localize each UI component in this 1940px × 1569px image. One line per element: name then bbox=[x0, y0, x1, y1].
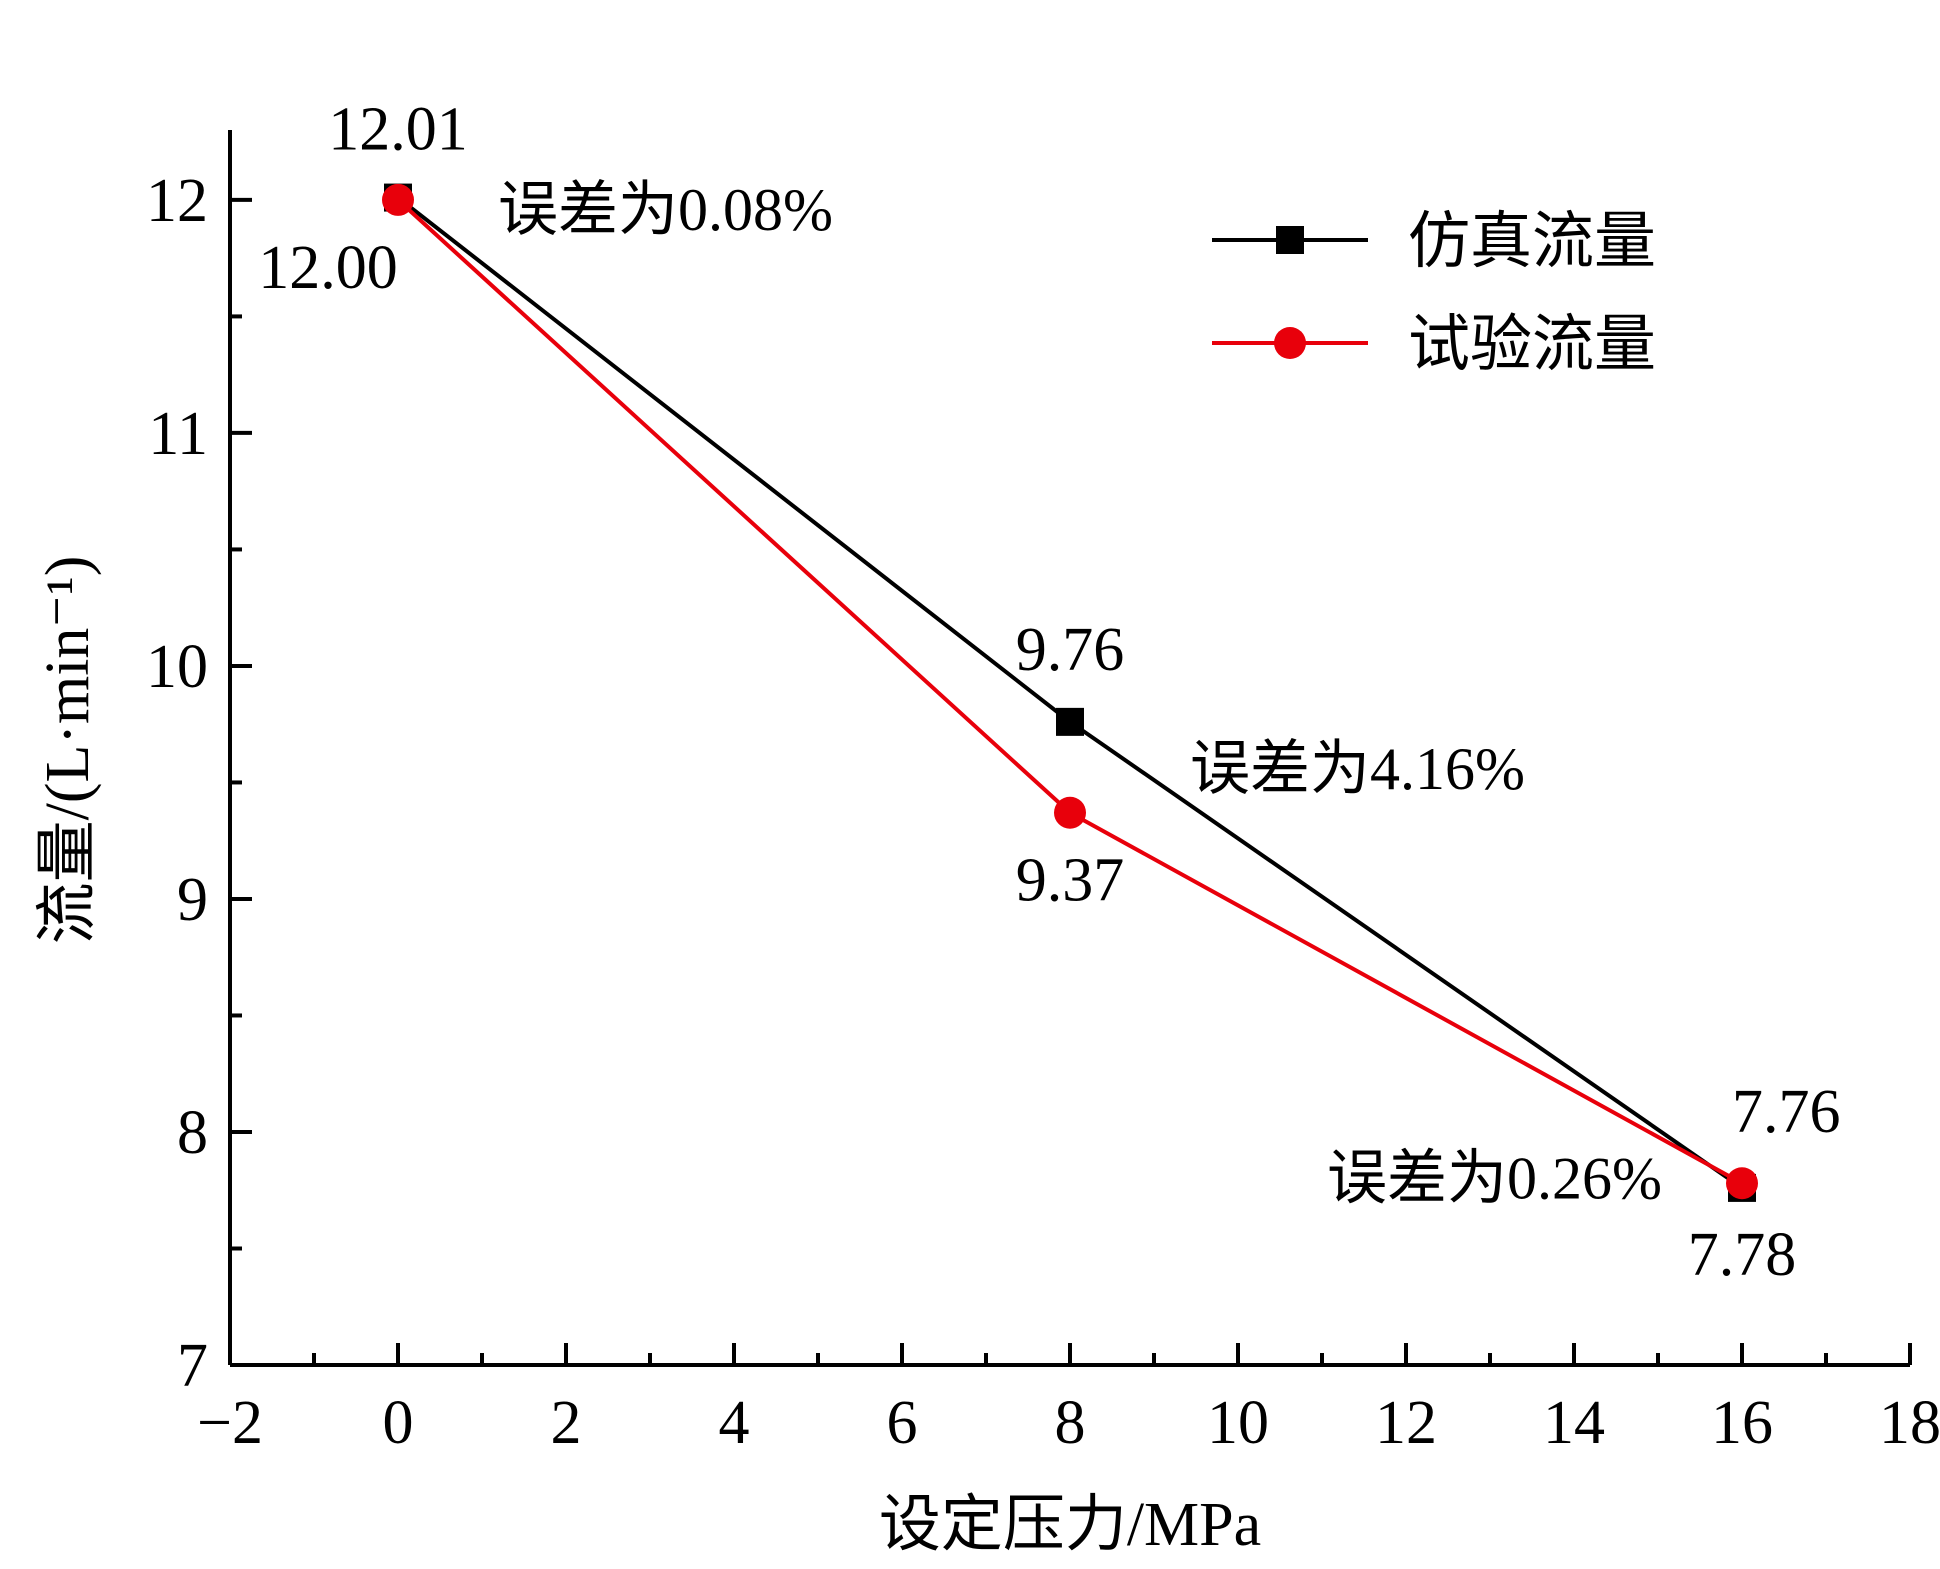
x-tick-label: 16 bbox=[1711, 1389, 1773, 1457]
annotations: 误差为0.08% 误差为4.16% 误差为0.26% bbox=[498, 177, 1662, 1212]
data-label: 7.78 bbox=[1688, 1221, 1797, 1289]
x-axis-label: 设定压力/MPa bbox=[879, 1491, 1261, 1559]
y-tick-label: 7 bbox=[177, 1332, 208, 1400]
y-tick-label: 8 bbox=[177, 1099, 208, 1167]
legend-marker-circle-icon bbox=[1274, 327, 1306, 359]
data-label: 7.76 bbox=[1732, 1078, 1841, 1146]
x-tick-label: 2 bbox=[551, 1389, 582, 1457]
x-tick-label: 6 bbox=[887, 1389, 918, 1457]
x-tick-label: 0 bbox=[383, 1389, 414, 1457]
y-tick-label: 10 bbox=[146, 633, 208, 701]
legend-label-experiment: 试验流量 bbox=[1408, 311, 1656, 379]
x-tick-label: 18 bbox=[1879, 1389, 1940, 1457]
legend-label-simulation: 仿真流量 bbox=[1408, 208, 1656, 276]
data-labels: 12.01 9.76 7.76 12.00 9.37 7.78 bbox=[258, 96, 1840, 1290]
x-ticks: −2 0 2 4 6 8 10 12 14 16 18 bbox=[197, 1343, 1940, 1457]
x-tick-label: 14 bbox=[1543, 1389, 1605, 1457]
y-tick-label: 11 bbox=[148, 400, 208, 468]
error-annotation: 误差为0.08% bbox=[498, 177, 833, 243]
data-label: 12.00 bbox=[258, 234, 398, 302]
legend-item-simulation: 仿真流量 bbox=[1212, 208, 1656, 276]
legend: 仿真流量 试验流量 bbox=[1212, 208, 1656, 379]
x-tick-label: 12 bbox=[1375, 1389, 1437, 1457]
x-tick-label: 4 bbox=[719, 1389, 750, 1457]
series-1-point bbox=[382, 183, 414, 216]
x-tick-label: 10 bbox=[1207, 1389, 1269, 1457]
y-axis-label: 流量/(L·min⁻¹) bbox=[34, 556, 102, 945]
y-tick-label: 9 bbox=[177, 866, 208, 934]
series-1-point bbox=[1054, 796, 1086, 829]
series-layer bbox=[382, 183, 1758, 1202]
legend-item-experiment: 试验流量 bbox=[1212, 311, 1656, 379]
legend-marker-square-icon bbox=[1276, 226, 1304, 254]
data-label: 9.37 bbox=[1016, 847, 1125, 915]
error-annotation: 误差为4.16% bbox=[1190, 736, 1525, 802]
error-annotation: 误差为0.26% bbox=[1327, 1146, 1662, 1212]
data-label: 12.01 bbox=[328, 96, 468, 164]
x-tick-label: 8 bbox=[1055, 1389, 1086, 1457]
series-0-point bbox=[1056, 707, 1084, 736]
y-tick-label: 12 bbox=[146, 167, 208, 235]
x-tick-label: −2 bbox=[197, 1389, 263, 1457]
series-1-point bbox=[1726, 1167, 1758, 1200]
y-ticks: 7 8 9 10 11 12 bbox=[146, 167, 252, 1400]
data-label: 9.76 bbox=[1016, 616, 1125, 684]
